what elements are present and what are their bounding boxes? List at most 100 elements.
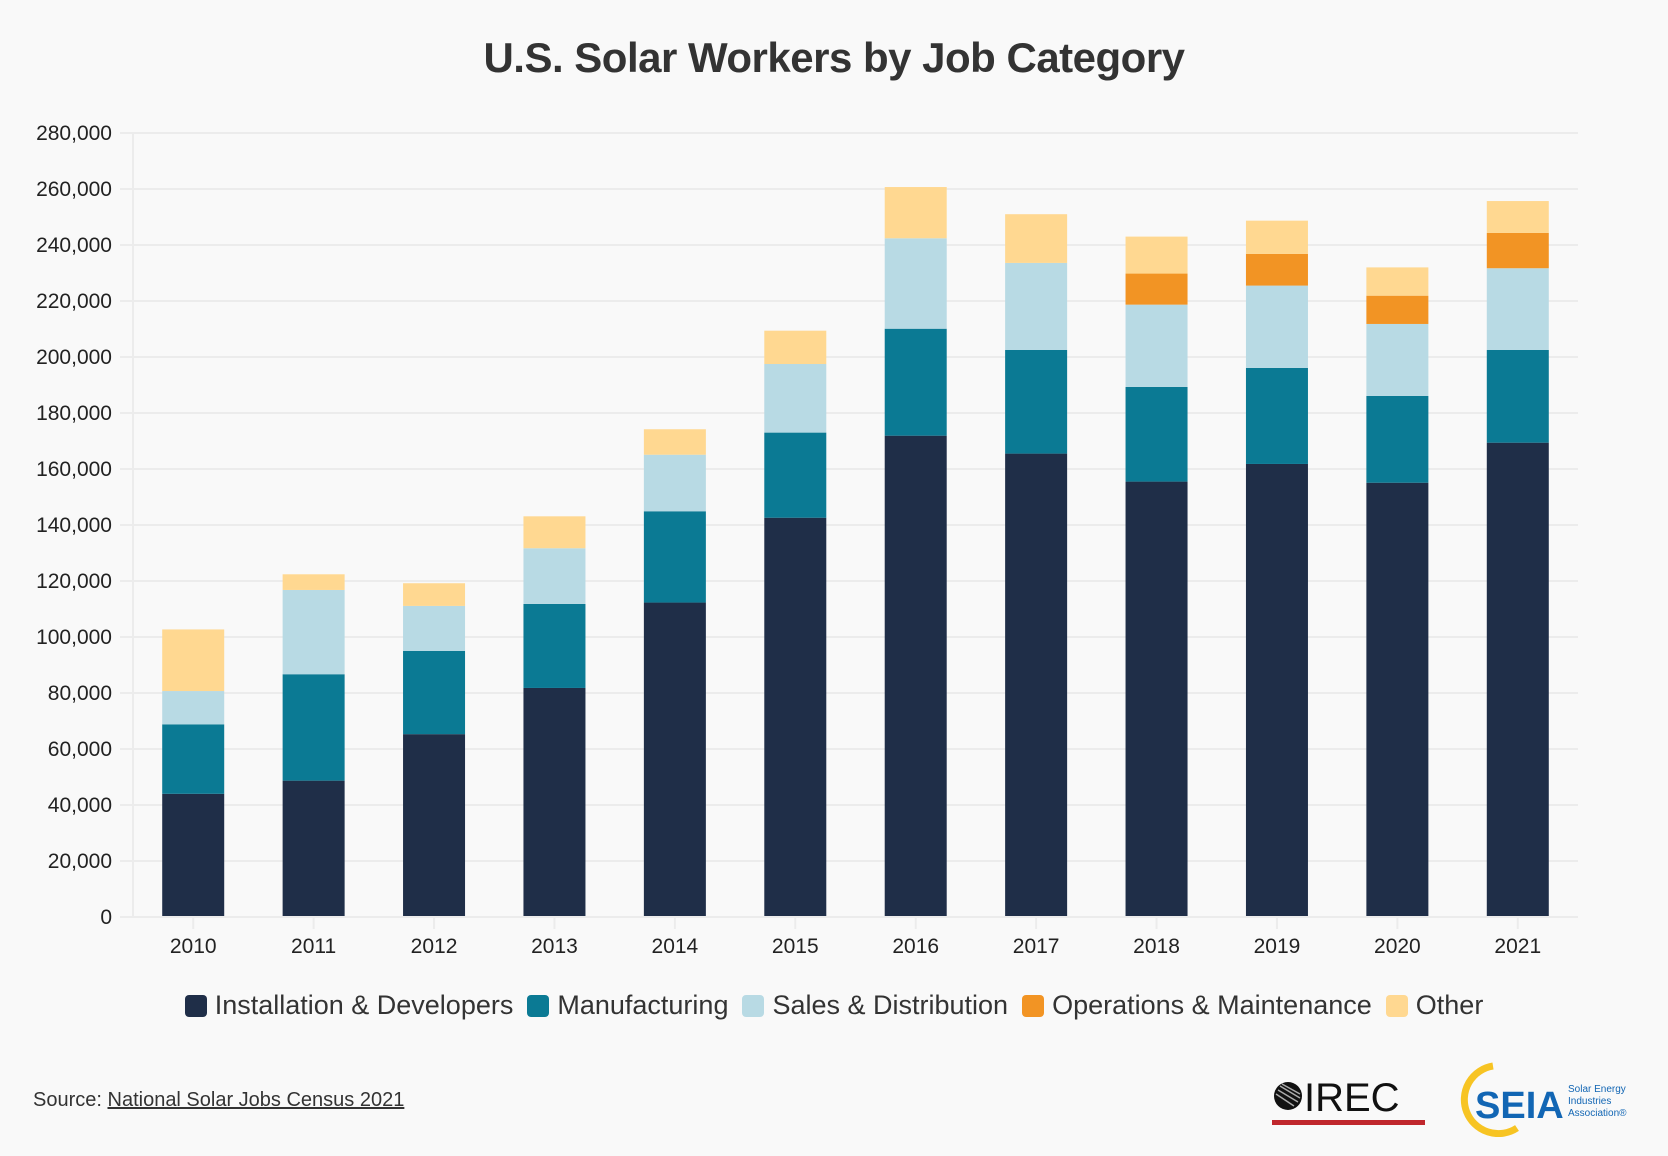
bar-segment[interactable] (403, 734, 466, 917)
legend-swatch (184, 994, 207, 1017)
bar-segment[interactable] (523, 516, 586, 549)
bar-segment[interactable] (884, 328, 947, 436)
bar-segment[interactable] (1366, 295, 1429, 324)
x-tick-label: 2013 (531, 935, 578, 958)
x-axis: 2010 2011 2012 2013 2014 2015 2016 2017 2018 2019… (120, 916, 1578, 958)
bar-segment[interactable] (1366, 395, 1429, 483)
bar-segment[interactable] (764, 364, 827, 433)
gridlines (120, 132, 1578, 918)
source-link[interactable]: National Solar Jobs Census 2021 (107, 1089, 405, 1111)
bar-segment[interactable] (1486, 201, 1549, 233)
bar-segment[interactable] (764, 330, 827, 364)
bar-segment[interactable] (1245, 367, 1308, 464)
bar-segment[interactable] (643, 429, 706, 455)
bar-stack-2015 (764, 330, 827, 917)
y-tick-label: 60,000 (48, 738, 112, 761)
legend-swatch (1385, 994, 1408, 1017)
x-tick-label: 2018 (1133, 935, 1180, 958)
bar-segment[interactable] (1366, 267, 1429, 296)
seia-wordmark: SEIA (1475, 1085, 1564, 1127)
bar-segment[interactable] (1125, 386, 1188, 482)
legend-item[interactable]: Operations & Maintenance (1022, 990, 1372, 1021)
bar-stack-2012 (403, 583, 466, 917)
x-tick-label: 2011 (291, 935, 336, 958)
bar-segment[interactable] (764, 517, 827, 917)
bar-segment[interactable] (884, 187, 947, 239)
bar-segment[interactable] (1245, 285, 1308, 368)
bar-segment[interactable] (162, 793, 225, 917)
bar-segment[interactable] (1366, 323, 1429, 396)
bar-stack-2017 (1005, 214, 1068, 917)
bar-segment[interactable] (764, 432, 827, 518)
svg-text:Industries: Industries (1568, 1096, 1611, 1107)
y-tick-label: 0 (100, 906, 112, 929)
bars (162, 187, 1549, 917)
y-tick-label: 220,000 (36, 290, 112, 313)
chart-plot: 0 20,000 40,000 60,000 80,000 100,000 120,000 1… (36, 122, 1578, 958)
bar-stack-2016 (884, 187, 947, 917)
legend-label: Other (1415, 990, 1484, 1020)
bar-segment[interactable] (1486, 232, 1549, 269)
bar-segment[interactable] (282, 589, 345, 675)
bar-segment[interactable] (403, 605, 466, 651)
y-tick-label: 180,000 (36, 402, 112, 425)
legend-item[interactable]: Sales & Distribution (742, 990, 1008, 1021)
irec-logo: IREC (1272, 1076, 1425, 1125)
y-tick-label: 280,000 (36, 122, 112, 145)
seia-sun-icon (1460, 1062, 1519, 1137)
bar-segment[interactable] (282, 574, 345, 590)
bar-segment[interactable] (1005, 350, 1068, 454)
legend-label: Operations & Maintenance (1052, 990, 1372, 1020)
x-tick-label: 2014 (652, 935, 699, 958)
bar-segment[interactable] (643, 454, 706, 512)
y-tick-label: 200,000 (36, 346, 112, 369)
x-tick-label: 2020 (1374, 935, 1421, 958)
bar-stack-2010 (162, 629, 225, 917)
bar-segment[interactable] (403, 583, 466, 606)
bar-segment[interactable] (523, 548, 586, 604)
bar-segment[interactable] (282, 674, 345, 781)
bar-segment[interactable] (643, 602, 706, 917)
bar-segment[interactable] (282, 780, 345, 917)
bar-segment[interactable] (1125, 273, 1188, 305)
bar-segment[interactable] (1125, 236, 1188, 274)
x-tick-label: 2017 (1013, 935, 1060, 958)
bar-segment[interactable] (162, 629, 225, 692)
bar-segment[interactable] (523, 687, 586, 917)
bar-segment[interactable] (1125, 304, 1188, 387)
legend-label: Manufacturing (557, 990, 729, 1020)
y-tick-label: 80,000 (48, 682, 112, 705)
bar-segment[interactable] (643, 511, 706, 603)
source-label: Source: (33, 1089, 102, 1111)
bar-segment[interactable] (1005, 214, 1068, 263)
legend: Installation & Developers Manufacturing Sa… (0, 990, 1668, 1021)
legend-item[interactable]: Installation & Developers (184, 990, 513, 1021)
seia-logo: SEIA Solar Energy Industries Association… (1460, 1062, 1627, 1137)
bar-segment[interactable] (162, 724, 225, 794)
bar-segment[interactable] (1005, 453, 1068, 917)
bar-segment[interactable] (1245, 220, 1308, 254)
bar-segment[interactable] (1245, 253, 1308, 286)
y-tick-label: 120,000 (36, 570, 112, 593)
chart-title: U.S. Solar Workers by Job Category (483, 34, 1185, 81)
bar-segment[interactable] (403, 651, 466, 735)
bar-segment[interactable] (1486, 268, 1549, 350)
y-axis: 0 20,000 40,000 60,000 80,000 100,000 120,000 1… (36, 122, 134, 929)
bar-segment[interactable] (884, 435, 947, 917)
bar-segment[interactable] (523, 603, 586, 688)
bar-segment[interactable] (1245, 463, 1308, 917)
bar-segment[interactable] (884, 238, 947, 329)
legend-swatch (1022, 994, 1045, 1017)
bar-segment[interactable] (1005, 262, 1068, 350)
legend-item[interactable]: Other (1385, 990, 1484, 1021)
legend-item[interactable]: Manufacturing (527, 990, 728, 1021)
bar-segment[interactable] (1486, 350, 1549, 443)
legend-swatch (742, 994, 765, 1017)
bar-stack-2013 (523, 516, 586, 917)
bar-stack-2018 (1125, 236, 1188, 917)
bar-segment[interactable] (162, 691, 225, 725)
y-tick-label: 100,000 (36, 626, 112, 649)
bar-segment[interactable] (1125, 481, 1188, 917)
bar-segment[interactable] (1486, 442, 1549, 917)
bar-segment[interactable] (1366, 482, 1429, 917)
